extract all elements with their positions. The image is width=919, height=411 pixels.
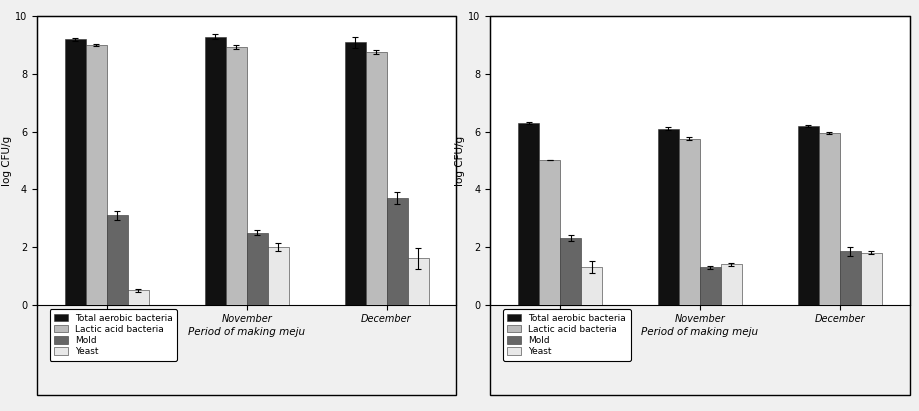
Bar (128, 290, 149, 305)
Bar (246, 233, 267, 305)
Bar (85, 45, 107, 305)
Bar (700, 267, 720, 305)
Bar (819, 133, 840, 305)
Bar (560, 238, 581, 305)
Bar (226, 47, 246, 305)
Bar (366, 53, 387, 305)
X-axis label: Period of making meju: Period of making meju (641, 327, 758, 337)
Y-axis label: log CFU/g: log CFU/g (2, 135, 12, 185)
Bar (267, 247, 289, 305)
Bar (581, 267, 602, 305)
Bar (840, 251, 861, 305)
Bar (679, 139, 700, 305)
X-axis label: Period of making meju: Period of making meju (188, 327, 305, 337)
Y-axis label: log CFU/g: log CFU/g (455, 135, 465, 185)
Bar (205, 37, 226, 305)
Bar (720, 264, 742, 305)
Bar (407, 259, 428, 305)
Bar (861, 253, 882, 305)
Bar (658, 129, 679, 305)
Bar (518, 123, 539, 305)
Bar (345, 42, 366, 305)
Bar (387, 198, 407, 305)
Bar (64, 39, 85, 305)
Bar (539, 160, 560, 305)
Bar (107, 215, 128, 305)
Bar (798, 126, 819, 305)
Legend: Total aerobic bacteria, Lactic acid bacteria, Mold, Yeast: Total aerobic bacteria, Lactic acid bact… (50, 309, 177, 361)
Legend: Total aerobic bacteria, Lactic acid bacteria, Mold, Yeast: Total aerobic bacteria, Lactic acid bact… (503, 309, 630, 361)
